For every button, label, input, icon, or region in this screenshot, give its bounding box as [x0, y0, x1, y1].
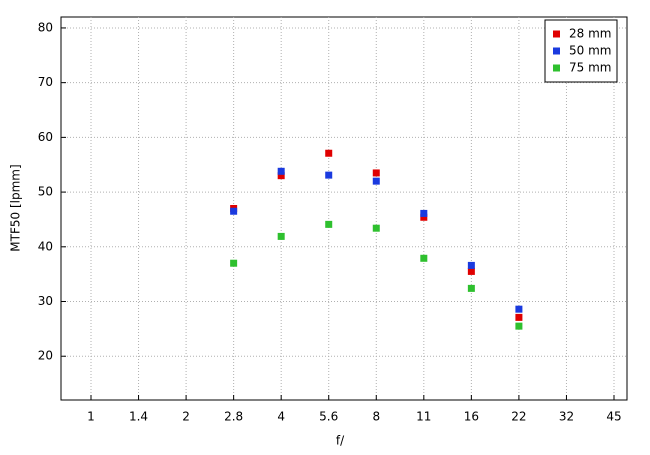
- point: [372, 224, 380, 232]
- legend-swatch: [553, 64, 560, 72]
- x-tick-label: 11: [416, 410, 431, 424]
- point: [230, 259, 238, 267]
- point: [372, 177, 380, 185]
- y-tick-label: 60: [38, 130, 53, 144]
- y-tick-label: 40: [38, 239, 53, 253]
- point: [515, 313, 523, 321]
- legend-label: 28 mm: [569, 27, 611, 41]
- x-axis-label: f/: [336, 434, 345, 448]
- x-tick-label: 4: [277, 410, 285, 424]
- point: [277, 167, 285, 175]
- point: [277, 172, 285, 180]
- point: [325, 171, 333, 179]
- point: [277, 232, 285, 240]
- x-tick-label: 16: [464, 410, 479, 424]
- x-tick-label: 45: [606, 410, 621, 424]
- legend-label: 50 mm: [569, 44, 611, 58]
- y-tick-label: 50: [38, 185, 53, 199]
- x-tick-label: 1: [87, 410, 95, 424]
- point: [467, 284, 475, 292]
- point: [372, 169, 380, 177]
- point: [420, 254, 428, 262]
- point: [515, 305, 523, 313]
- point: [420, 209, 428, 217]
- y-tick-label: 20: [38, 349, 53, 363]
- y-tick-label: 30: [38, 294, 53, 308]
- x-tick-label: 2.8: [224, 410, 243, 424]
- legend-swatch: [553, 47, 560, 55]
- plot-frame: [60, 16, 628, 401]
- point: [467, 261, 475, 269]
- point: [230, 207, 238, 215]
- point: [325, 220, 333, 228]
- point: [467, 267, 475, 275]
- x-tick-label: 5.6: [319, 410, 338, 424]
- x-tick-label: 2: [182, 410, 190, 424]
- point: [420, 213, 428, 221]
- legend-label: 75 mm: [569, 61, 611, 75]
- x-tick-label: 8: [372, 410, 380, 424]
- legend-swatch: [553, 30, 560, 38]
- y-tick-label: 80: [38, 20, 53, 34]
- y-tick-label: 70: [38, 75, 53, 89]
- x-tick-label: 1.4: [129, 410, 148, 424]
- x-tick-label: 32: [559, 410, 574, 424]
- point: [325, 149, 333, 157]
- point: [515, 322, 523, 330]
- x-tick-label: 22: [511, 410, 526, 424]
- y-axis-label: MTF50 [lpmm]: [9, 164, 23, 251]
